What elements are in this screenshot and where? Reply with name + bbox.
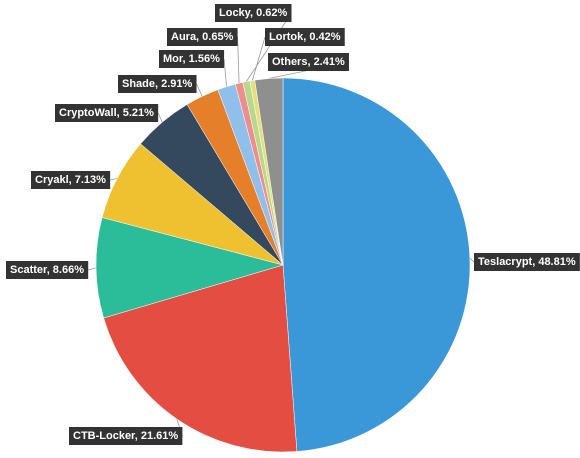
slice-label: Teslacrypt, 48.81% (474, 253, 580, 271)
label-text: Lortok, 0.42% (269, 31, 341, 43)
leader-line (196, 83, 203, 97)
leader-line (469, 257, 475, 263)
label-box (215, 4, 292, 22)
label-box (55, 104, 159, 122)
leader-line (246, 12, 292, 82)
slice-label: Lortok, 0.42% (265, 28, 345, 46)
pie-slice (282, 77, 471, 452)
leader-line (223, 58, 227, 87)
slice-label: Aura, 0.65% (167, 28, 238, 46)
slice-label: Mor, 1.56% (159, 50, 225, 68)
label-box (31, 171, 111, 189)
label-box (69, 427, 183, 445)
label-box (268, 53, 349, 71)
pie-slice (95, 217, 284, 319)
label-box (265, 28, 345, 46)
label-text: Mor, 1.56% (163, 53, 220, 65)
leader-line (110, 178, 118, 181)
leader-line (251, 36, 266, 81)
label-text: Locky, 0.62% (219, 7, 287, 19)
label-text: Others, 2.41% (272, 56, 345, 68)
slice-label: Shade, 2.91% (118, 75, 197, 93)
label-box (167, 28, 238, 46)
slice-label: Locky, 0.62% (215, 4, 292, 22)
label-text: Aura, 0.65% (171, 31, 234, 43)
label-text: CryptoWall, 5.21% (59, 107, 154, 119)
label-text: Cryakl, 7.13% (35, 174, 106, 186)
label-text: Scatter, 8.66% (10, 264, 84, 276)
label-text: Teslacrypt, 48.81% (478, 256, 576, 268)
slice-label: Scatter, 8.66% (6, 261, 89, 279)
label-box (6, 261, 89, 279)
label-text: Shade, 2.91% (122, 78, 193, 90)
slice-label: Cryakl, 7.13% (31, 171, 111, 189)
pie-slice (254, 77, 284, 266)
label-box (474, 253, 580, 271)
leader-line (237, 36, 240, 84)
leader-line (88, 267, 97, 271)
leader-line (157, 112, 163, 123)
labels: Teslacrypt, 48.81% CTB-Locker, 21.61% Scat… (6, 4, 580, 445)
slice-label: CryptoWall, 5.21% (55, 104, 159, 122)
label-box (118, 75, 197, 93)
pie-slice (103, 264, 298, 453)
slice-label: CTB-Locker, 21.61% (69, 427, 183, 445)
label-text: CTB-Locker, 21.61% (73, 430, 178, 442)
slice-label: Others, 2.41% (268, 53, 349, 71)
label-box (159, 50, 225, 68)
